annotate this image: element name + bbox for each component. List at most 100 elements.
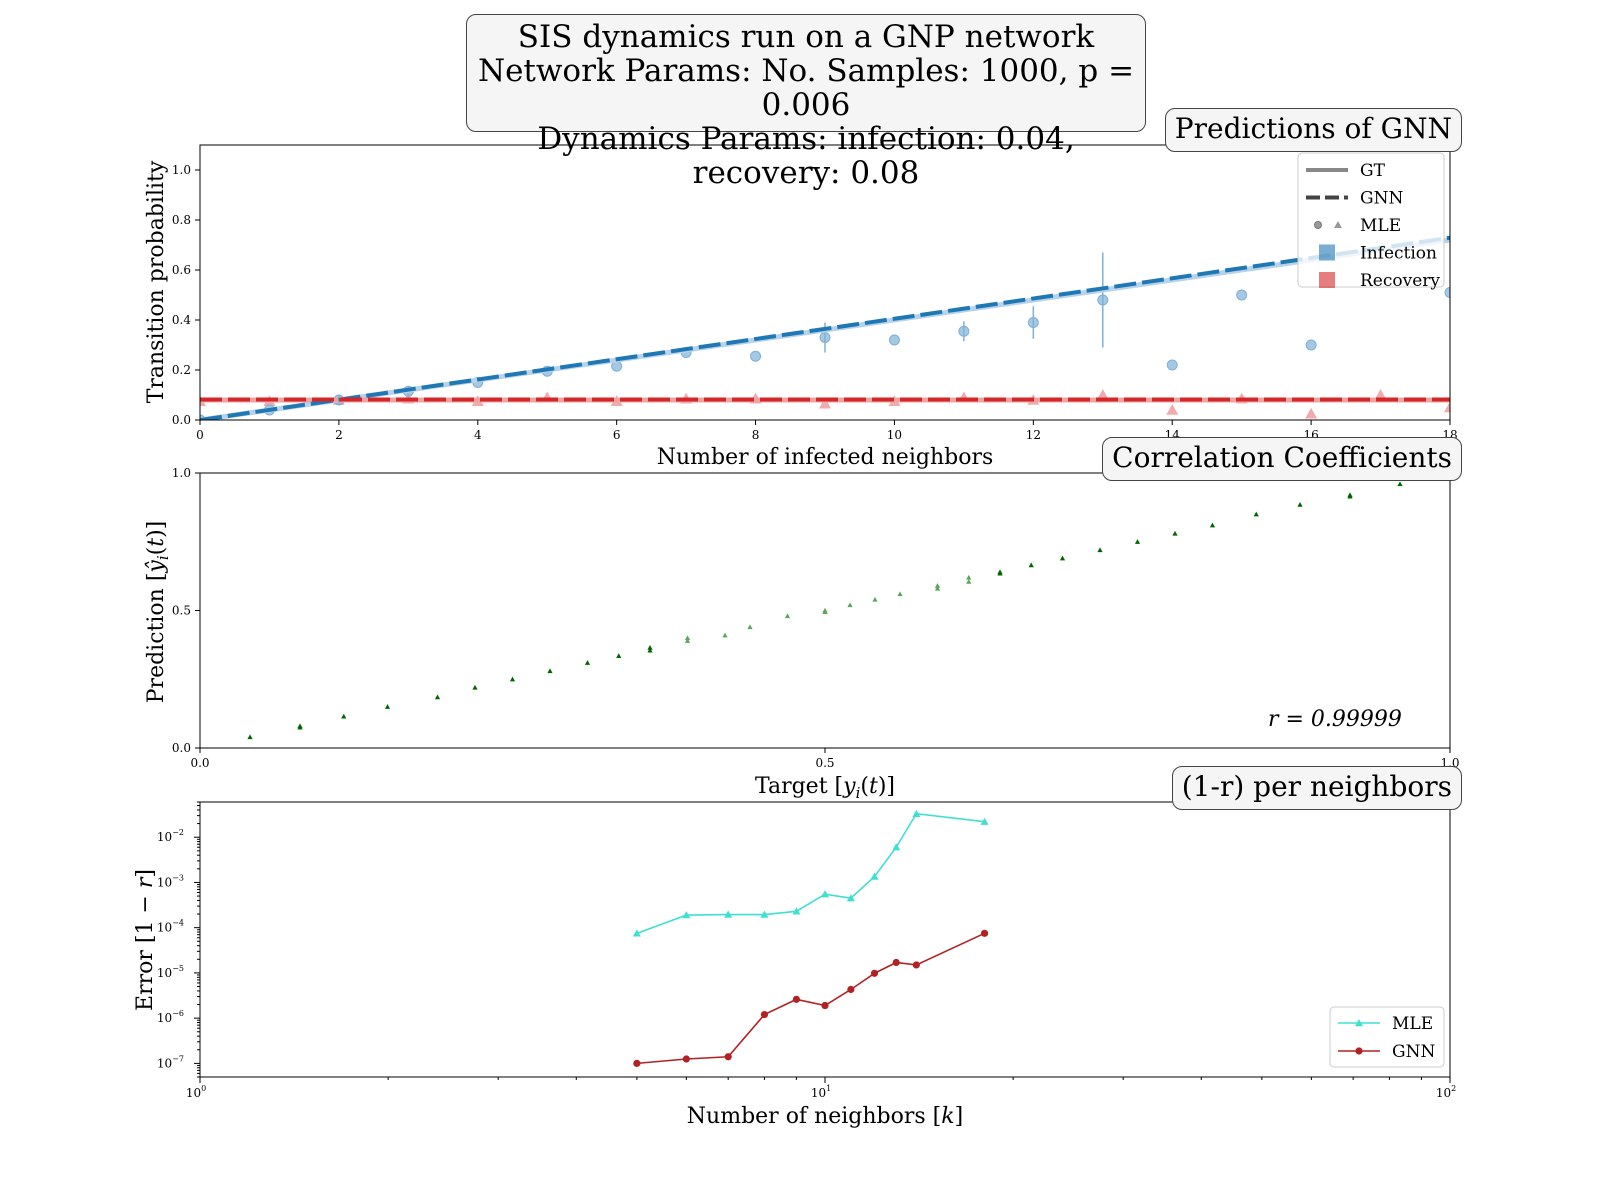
- corr-point-13: [684, 638, 691, 643]
- legend-label-mle: MLE: [1360, 216, 1401, 236]
- error-point-mle-2: [724, 910, 733, 918]
- p3-xtick-label-2: 102: [1436, 1084, 1456, 1100]
- panel-predictions-legend: GT GNN MLE Infection Recovery: [1297, 152, 1445, 291]
- corr-point-29: [1028, 562, 1034, 568]
- corr-point-15: [722, 632, 728, 638]
- error-point-gnn-2: [724, 1053, 732, 1061]
- error-point-mle-6: [846, 894, 855, 902]
- p3-ytick-label-2: 10−2: [157, 828, 184, 844]
- corr-point-22: [897, 591, 903, 597]
- corr-point-21: [872, 596, 878, 602]
- corr-point-33: [1172, 530, 1178, 536]
- mle-infection-point-15: [1236, 289, 1248, 301]
- panel-predictions: 0 2 4 6 8 10 12 14 16 180.00.20.40.60.81.0 Number…: [144, 144, 1458, 470]
- legend-label-infection: Infection: [1360, 244, 1437, 264]
- mle-recovery-point-18: [1444, 401, 1450, 413]
- p3-ytick-label-3: 10−3: [157, 873, 184, 889]
- suptitle-line-3: Dynamics Params: infection: 0.04, recove…: [537, 121, 1075, 191]
- error-line-mle: [636, 812, 985, 935]
- mle-infection-point-8: [750, 350, 762, 362]
- infection-gnn-line: [200, 235, 1450, 420]
- corr-point-34: [1209, 522, 1216, 528]
- p2-ytick-label-0: 0.0: [172, 741, 191, 755]
- corr-point-7: [509, 676, 516, 682]
- corr-point-25: [966, 574, 972, 580]
- legend-infection-swatch: [1319, 244, 1335, 261]
- corr-point-35: [1253, 511, 1259, 517]
- panel-error-legend: MLE GNN: [1329, 1006, 1445, 1068]
- panel-predictions-ylabel: Transition probability: [144, 160, 169, 403]
- legend-label-mle: MLE: [1392, 1014, 1433, 1034]
- error-point-mle-3: [760, 910, 769, 918]
- mle-recovery-point-17: [1374, 389, 1387, 400]
- mle-infection-point-9: [819, 332, 831, 343]
- p1-xtick-label-6: 12: [1026, 428, 1041, 442]
- legend-label-gnn: GNN: [1360, 189, 1403, 209]
- error-point-gnn-1: [682, 1055, 690, 1063]
- error-point-gnn-5: [821, 1001, 829, 1010]
- corr-point-17: [784, 613, 791, 619]
- corr-point-6: [472, 684, 478, 690]
- error-point-gnn-6: [847, 985, 855, 994]
- legend-recovery-swatch: [1319, 272, 1335, 288]
- p3-xtick-label-0: 100: [186, 1084, 206, 1100]
- panel-error: 100 101 102 10−7 10−6 10−5 10−4 10−3 10−2 Number…: [133, 801, 1456, 1129]
- corr-point-12: [647, 647, 653, 653]
- mle-infection-point-10: [888, 334, 900, 346]
- p2-ytick-label-2: 1.0: [172, 466, 191, 480]
- corr-point-4: [384, 704, 391, 709]
- mle-recovery-point-9: [819, 397, 831, 409]
- error-point-gnn-3: [760, 1010, 769, 1019]
- legend-label-recovery: Recovery: [1360, 271, 1440, 291]
- corr-point-36: [1297, 502, 1303, 507]
- legend-mle-triangle-swatch: [1334, 221, 1342, 228]
- p1-ytick-label-4: 0.8: [172, 213, 191, 227]
- legend-gnn-marker: [1355, 1047, 1363, 1055]
- error-point-gnn-8: [892, 958, 900, 967]
- p1-xtick-label-3: 6: [613, 428, 621, 442]
- error-point-mle-4: [792, 907, 801, 915]
- mle-infection-point-11: [958, 325, 970, 337]
- figure-suptitle: SIS dynamics run on a GNP network Networ…: [466, 14, 1146, 190]
- p1-xtick-label-1: 2: [335, 428, 343, 442]
- error-point-gnn-0: [633, 1059, 641, 1067]
- p1-ytick-label-2: 0.4: [172, 313, 191, 327]
- panel-correlation-xlabel: Target [yi(t)]: [755, 774, 895, 802]
- error-point-mle-7: [870, 872, 879, 880]
- suptitle-line-2: Network Params: No. Samples: 1000, p = 0…: [477, 53, 1135, 123]
- panel-predictions-title: Predictions of GNN: [1164, 108, 1462, 152]
- mle-recovery-point-14: [1166, 404, 1179, 415]
- panel-error-frame: [199, 801, 1451, 1078]
- corr-point-26: [966, 579, 972, 584]
- panel-correlation-ylabel: Prediction [ŷi(t)]: [144, 521, 172, 704]
- corr-point-9: [584, 660, 591, 665]
- p3-ytick-label-5: 10−5: [157, 964, 184, 980]
- legend-mle-marker: [1355, 1019, 1363, 1027]
- p3-ytick-label-7: 10−7: [157, 1054, 184, 1070]
- corr-point-5: [434, 694, 441, 700]
- p1-ytick-label-0: 0.0: [172, 413, 191, 427]
- mle-infection-point-12: [1027, 317, 1039, 328]
- p1-xtick-label-5: 10: [887, 428, 902, 442]
- legend-label-gnn: GNN: [1392, 1042, 1435, 1062]
- corr-point-30: [1059, 555, 1066, 561]
- panel-error-ylabel: Error [1 − r]: [133, 869, 158, 1011]
- panel-error-title: (1-r) per neighbors: [1171, 766, 1462, 810]
- corr-point-14: [684, 635, 691, 641]
- p1-xtick-label-2: 4: [474, 428, 482, 442]
- legend-mle-circle-swatch: [1314, 221, 1322, 229]
- error-line-gnn: [636, 932, 985, 1065]
- error-point-gnn-10: [980, 929, 989, 937]
- error-point-mle-8: [892, 843, 901, 851]
- panel-correlation-title: Correlation Coefficients: [1102, 437, 1462, 481]
- panel-correlation: 0.0 0.5 1.00.00.51.0 Target [yi(t)] Predic…: [144, 466, 1460, 802]
- corr-point-0: [247, 734, 253, 740]
- mle-infection-point-16: [1305, 339, 1317, 351]
- mle-infection-point-14: [1166, 359, 1178, 371]
- error-point-gnn-4: [792, 995, 801, 1003]
- mle-infection-point-17: [1444, 287, 1450, 298]
- corr-point-19: [822, 609, 828, 614]
- p3-ytick-label-4: 10−4: [157, 919, 184, 935]
- p3-ytick-label-6: 10−6: [157, 1009, 184, 1025]
